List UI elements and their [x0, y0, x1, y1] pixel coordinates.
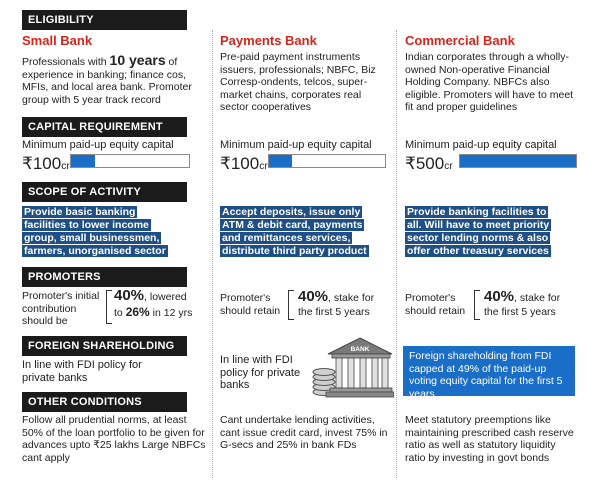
- commercial-bank-promoter-value: 40%, stake for the first 5 years: [484, 288, 561, 318]
- small-bank-scope: Provide basic banking facilities to lowe…: [22, 206, 207, 258]
- small-bank-eligibility: Professionals with 10 years of experienc…: [22, 52, 192, 106]
- small-bank-capital-label: Minimum paid-up equity capital: [22, 139, 174, 151]
- scope-line: Provide banking facilities to: [405, 206, 549, 218]
- column-divider-1: [212, 30, 213, 478]
- small-bank-title: Small Bank: [22, 33, 93, 48]
- scope-line: and remittances services,: [220, 232, 353, 244]
- column-divider-2: [396, 30, 397, 478]
- brace: [474, 290, 480, 320]
- payments-bank-capital-label: Minimum paid-up equity capital: [220, 139, 372, 151]
- payments-bank-promoter-label: Promoter's should retain: [220, 292, 281, 317]
- capital-amount: ₹100: [22, 154, 62, 173]
- scope-line: farmers, unorganised sector: [22, 245, 168, 257]
- section-foreign-shareholding: FOREIGN SHAREHOLDING: [22, 336, 187, 356]
- commercial-bank-capital-label: Minimum paid-up equity capital: [405, 139, 557, 151]
- commercial-bank-eligibility: Indian corporates through a wholly-owned…: [405, 51, 574, 113]
- brace: [288, 290, 294, 320]
- small-bank-foreign: In line with FDI policy for private bank…: [22, 359, 142, 384]
- scope-line: distribute third party product: [220, 245, 369, 257]
- scope-line: Accept deposits, issue only: [220, 206, 363, 218]
- payments-bank-scope: Accept deposits, issue only ATM & debit …: [220, 206, 395, 258]
- payments-bank-promoter-value: 40%, stake for the first 5 years: [298, 288, 375, 318]
- section-other-conditions: OTHER CONDITIONS: [22, 392, 187, 412]
- capital-amount: ₹100: [220, 154, 260, 173]
- small-bank-capital: ₹100 cr: [22, 154, 192, 173]
- commercial-bank-scope: Provide banking facilities to all. Will …: [405, 206, 585, 258]
- small-bank-promoter-label: Promoter's initial contribution should b…: [22, 290, 100, 327]
- section-eligibility: ELIGIBILITY: [22, 10, 187, 30]
- scope-line: offer other treasury services: [405, 245, 551, 257]
- bank-building-icon: BANK: [312, 337, 394, 398]
- commercial-bank-promoter-label: Promoter's should retain: [405, 292, 466, 317]
- small-bank-promoter-value: 40%, lowered to 26% in 12 yrs: [114, 287, 193, 319]
- payments-bank-capital: ₹100 cr: [220, 154, 390, 173]
- commercial-bank-other: Meet statutory preemptions like maintain…: [405, 414, 574, 464]
- commercial-bank-title: Commercial Bank: [405, 33, 515, 48]
- section-promoters-contribution: PROMOTERS CONTRIBUTION: [22, 267, 187, 303]
- scope-line: sector lending norms & also: [405, 232, 551, 244]
- capital-bar-fill: [71, 155, 95, 167]
- capital-bar-fill: [269, 155, 293, 167]
- capital-unit: cr: [444, 161, 453, 172]
- commercial-bank-foreign: Foreign shareholding from FDI capped at …: [403, 346, 575, 400]
- brace: [106, 290, 112, 324]
- capital-amount: ₹500: [405, 154, 445, 173]
- scope-line: ATM & debit card, payments: [220, 219, 365, 231]
- capital-bar: [70, 154, 190, 168]
- scope-line: Provide basic banking: [22, 206, 138, 218]
- capital-bar: [268, 154, 386, 168]
- scope-line: all. Will have to meet priority: [405, 219, 552, 231]
- commercial-bank-capital: ₹500 cr: [405, 154, 580, 173]
- bank-sign-text: BANK: [351, 346, 370, 353]
- payments-bank-title: Payments Bank: [220, 33, 317, 48]
- section-capital-requirement: CAPITAL REQUIREMENT: [22, 117, 187, 137]
- small-bank-other: Follow all prudential norms, at least 50…: [22, 414, 206, 464]
- section-scope-of-activity: SCOPE OF ACTIVITY: [22, 182, 187, 202]
- capital-unit: cr: [259, 161, 268, 172]
- scope-line: facilities to lower income: [22, 219, 151, 231]
- payments-bank-foreign: In line with FDI policy for private bank…: [220, 354, 301, 391]
- scope-line: group, small businessmen,: [22, 232, 162, 244]
- payments-bank-other: Cant undertake lending activities, cant …: [220, 414, 388, 451]
- capital-bar-fill: [460, 155, 576, 167]
- capital-bar: [459, 154, 577, 168]
- capital-unit: cr: [61, 161, 70, 172]
- payments-bank-eligibility: Pre-paid payment instruments issuers, pr…: [220, 51, 376, 113]
